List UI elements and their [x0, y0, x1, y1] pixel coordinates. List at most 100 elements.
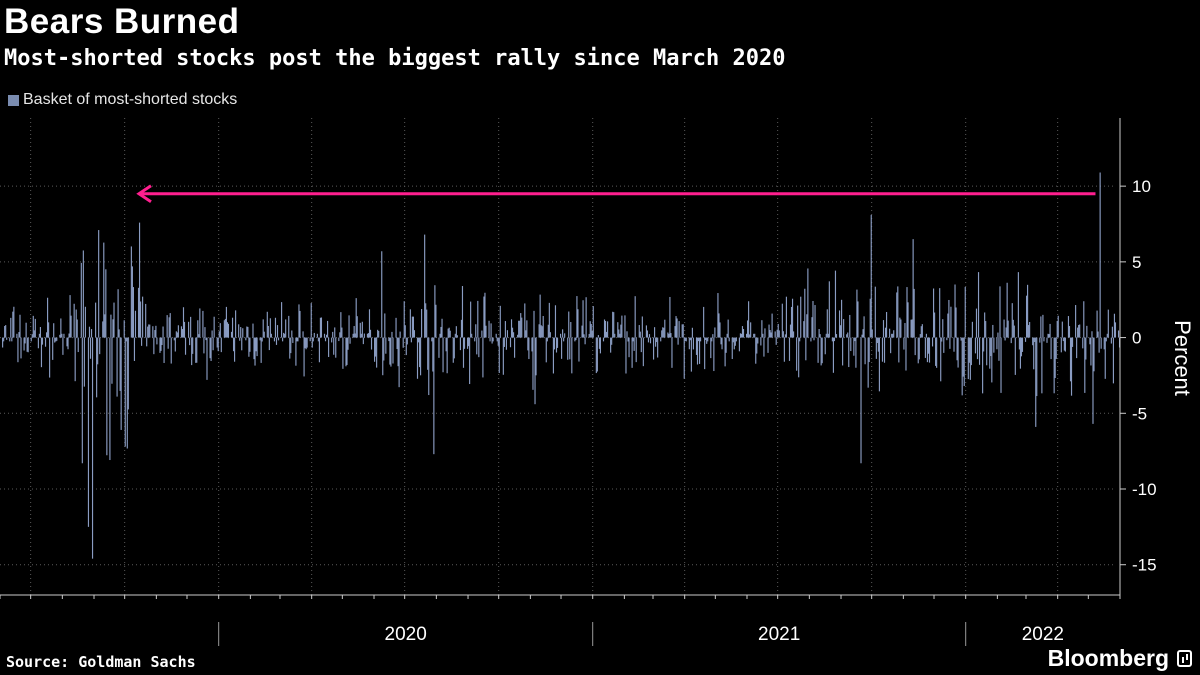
data-bar	[41, 337, 44, 345]
data-bar	[811, 317, 813, 338]
data-bar	[341, 327, 343, 338]
data-bar	[1039, 337, 1041, 343]
data-bar	[69, 295, 71, 338]
data-bar	[497, 337, 499, 346]
data-bar	[762, 333, 764, 338]
data-bar	[734, 337, 736, 346]
data-bar	[331, 337, 333, 343]
data-bar	[977, 272, 980, 338]
data-bar	[1103, 337, 1105, 350]
data-bar	[913, 288, 915, 338]
data-bar	[603, 319, 606, 338]
data-bar	[925, 333, 927, 338]
data-bar	[714, 327, 716, 338]
data-bar	[455, 326, 457, 338]
data-bar	[491, 337, 493, 344]
data-bar	[161, 337, 163, 346]
data-bar	[216, 337, 218, 348]
data-bar	[547, 324, 549, 338]
data-bar	[956, 337, 958, 361]
data-bar	[76, 319, 78, 338]
data-bar	[840, 325, 842, 338]
data-bar	[562, 329, 564, 338]
data-bar	[1068, 326, 1071, 338]
data-bar	[953, 337, 955, 352]
data-bar	[660, 337, 662, 342]
data-bar	[102, 321, 104, 338]
data-bar	[764, 328, 766, 338]
data-bar	[124, 337, 126, 447]
data-bar	[54, 337, 56, 343]
data-bar	[595, 337, 597, 374]
data-bar	[1011, 303, 1013, 338]
data-bar	[540, 325, 542, 338]
data-bar	[803, 321, 805, 338]
data-bar	[506, 330, 509, 338]
data-bar	[224, 318, 226, 338]
data-bar	[817, 337, 819, 363]
data-bar	[919, 334, 921, 338]
data-bar	[781, 303, 783, 338]
data-bar	[598, 337, 600, 349]
data-bar	[202, 310, 204, 338]
data-bar	[664, 319, 666, 338]
data-bar	[726, 333, 728, 338]
data-bar	[87, 337, 90, 527]
data-bar	[711, 337, 713, 342]
data-bar	[402, 337, 404, 348]
data-bar	[126, 337, 128, 449]
data-bar	[281, 302, 283, 338]
data-bar	[1035, 337, 1037, 427]
data-bar	[652, 337, 655, 360]
data-bar	[584, 337, 586, 345]
data-bar	[592, 306, 594, 338]
data-bar	[935, 337, 937, 366]
data-bar	[296, 337, 298, 342]
data-bar	[855, 337, 857, 368]
data-bar	[145, 303, 147, 338]
data-bar	[204, 327, 206, 338]
data-bar	[426, 309, 428, 338]
data-bar	[360, 333, 362, 338]
data-bar	[23, 337, 25, 351]
data-bar	[633, 337, 635, 351]
data-bar	[869, 298, 871, 338]
data-bar	[670, 333, 672, 338]
data-bar	[63, 333, 65, 338]
data-bar	[355, 298, 357, 338]
data-bar	[827, 333, 829, 338]
data-bar	[1105, 337, 1107, 342]
data-bar	[206, 337, 208, 380]
data-bar	[66, 337, 68, 347]
data-bar	[89, 337, 92, 359]
data-bar	[12, 311, 14, 338]
data-bar	[323, 333, 326, 338]
data-bar	[1096, 310, 1098, 338]
data-bar	[618, 329, 620, 338]
data-bar	[899, 317, 901, 338]
data-bar	[1054, 337, 1056, 379]
data-bar	[270, 333, 272, 338]
data-bar	[1090, 337, 1092, 366]
data-bar	[799, 337, 801, 342]
data-bar	[342, 337, 344, 369]
data-bar	[1034, 337, 1036, 343]
data-bar	[1071, 337, 1074, 347]
data-bar	[806, 314, 808, 338]
data-bar	[5, 325, 7, 338]
data-bar	[948, 299, 950, 338]
data-bar	[119, 337, 121, 391]
data-bar	[459, 337, 461, 351]
data-bar	[225, 306, 227, 338]
data-bar	[382, 337, 384, 376]
data-bar	[99, 337, 101, 355]
data-bar	[56, 337, 58, 341]
data-bar	[961, 337, 963, 396]
data-bar	[883, 337, 886, 363]
data-bar	[642, 337, 644, 367]
data-bar	[311, 337, 313, 348]
data-bar	[291, 330, 293, 338]
data-bar	[68, 333, 70, 338]
data-bar	[1053, 337, 1055, 394]
data-bar	[796, 337, 798, 371]
